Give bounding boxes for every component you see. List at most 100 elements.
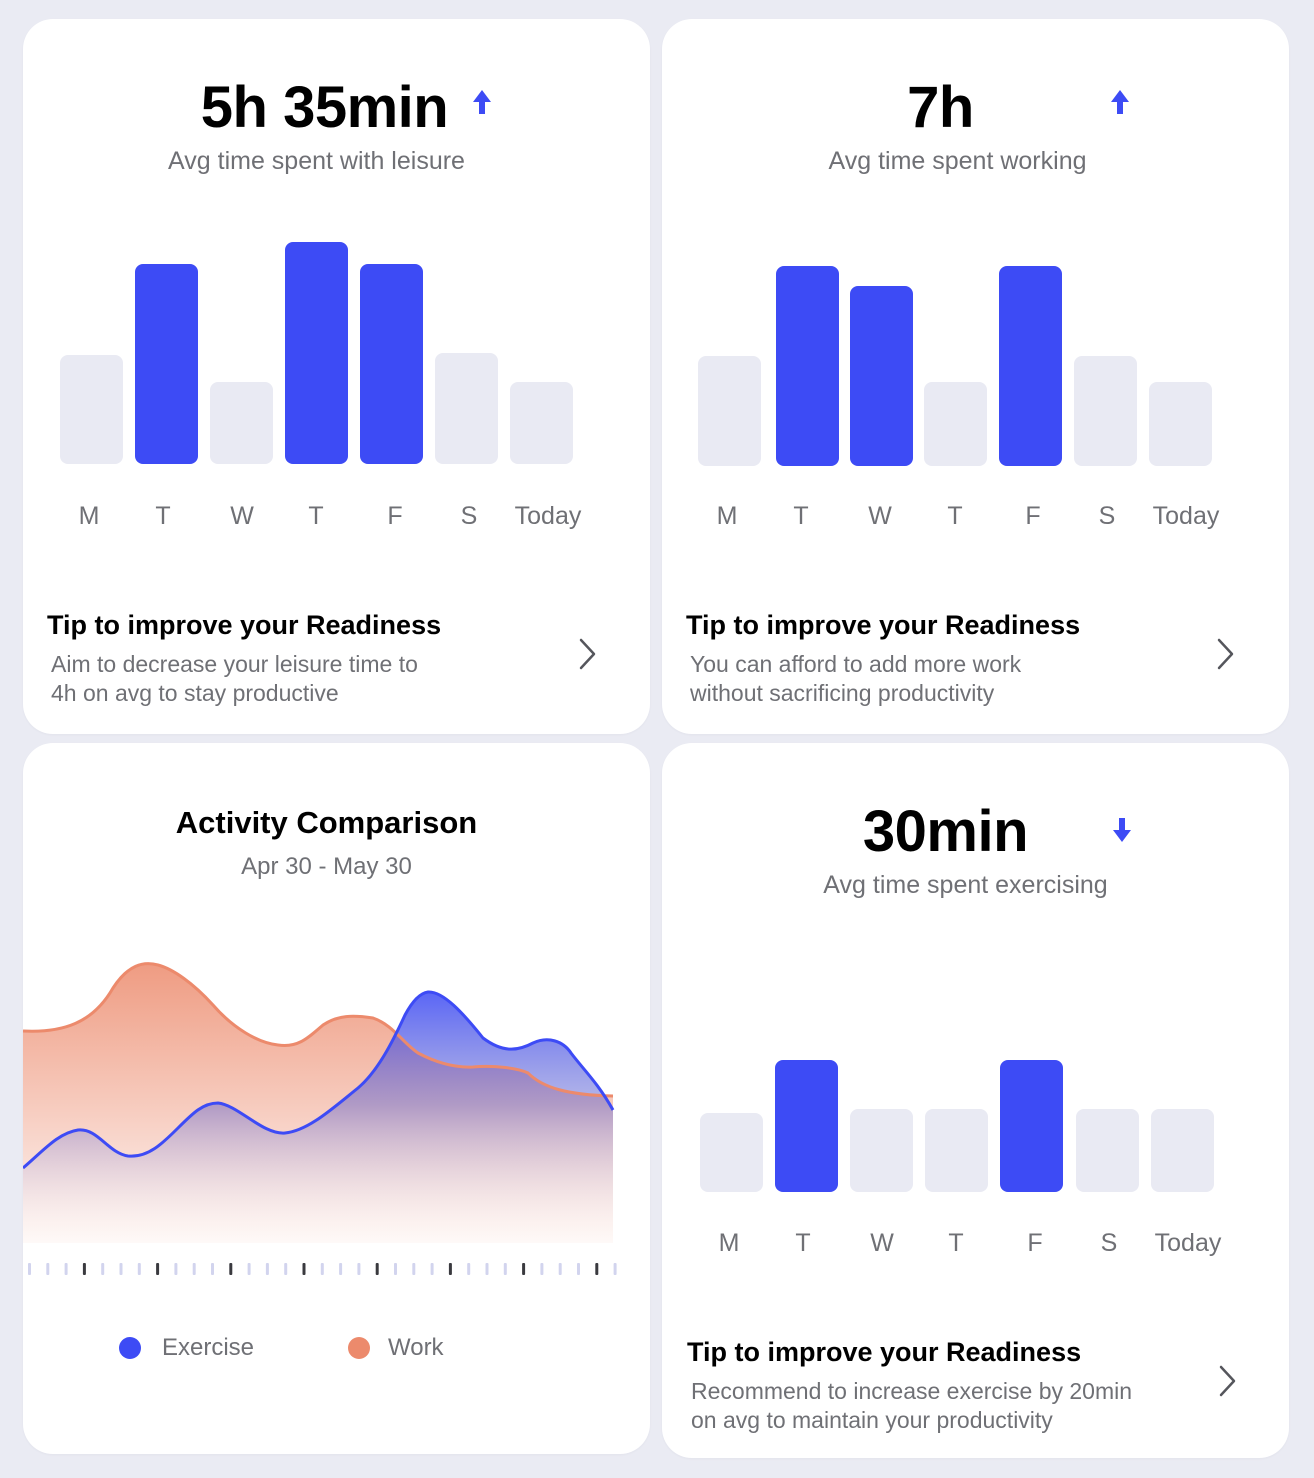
- exercise-bar-3: [925, 1109, 988, 1192]
- work-legend-label: Work: [388, 1334, 444, 1361]
- exercise-day-label-0: M: [718, 1229, 740, 1257]
- leisure-bar-4: [360, 264, 423, 464]
- working-tip-body: You can afford to add more work without …: [690, 651, 1022, 706]
- x-axis-tick: [247, 1263, 251, 1275]
- exercise-day-label-3: T: [948, 1229, 964, 1257]
- x-axis-tick: [375, 1263, 379, 1275]
- arrow-up-icon: [1111, 90, 1129, 114]
- leisure-day-label-5: S: [460, 502, 478, 530]
- x-axis-tick: [284, 1263, 288, 1275]
- activity-comparison-card: Activity Comparison Apr 30 - May 30 Exer…: [23, 743, 650, 1454]
- x-axis-tick: [430, 1263, 434, 1275]
- x-axis-tick: [485, 1263, 489, 1275]
- exercise-bar-0: [700, 1113, 763, 1192]
- exercise-bar-1: [775, 1060, 838, 1192]
- x-axis-tick: [357, 1263, 361, 1275]
- leisure-day-label-4: F: [387, 502, 403, 530]
- exercise-series-area: [23, 991, 613, 1243]
- working-bar-2: [850, 286, 913, 466]
- x-axis-tick: [522, 1263, 526, 1275]
- working-bar-4: [999, 266, 1062, 466]
- working-day-label-5: S: [1098, 502, 1116, 530]
- x-axis-tick: [211, 1263, 214, 1275]
- working-day-label-0: M: [716, 502, 738, 530]
- working-day-label-4: F: [1025, 502, 1041, 530]
- work-legend-dot: [348, 1337, 370, 1359]
- x-axis-ticks: [28, 1263, 617, 1275]
- exercise-tip-body: Recommend to increase exercise by 20min …: [691, 1378, 1133, 1433]
- leisure-tip-title: Tip to improve your Readiness: [47, 610, 442, 640]
- x-axis-tick: [137, 1263, 141, 1275]
- exercise-legend-label: Exercise: [162, 1334, 255, 1361]
- working-subtitle: Avg time spent working: [828, 147, 1087, 175]
- working-bar-5: [1074, 356, 1137, 466]
- leisure-day-label-1: T: [155, 502, 171, 530]
- exercise-series-line: [23, 990, 615, 1170]
- x-axis-tick: [46, 1263, 50, 1275]
- chevron-right-icon[interactable]: [1216, 637, 1236, 671]
- working-tip-title: Tip to improve your Readiness: [686, 610, 1081, 640]
- leisure-day-label-2: W: [230, 502, 254, 530]
- x-axis-tick: [265, 1263, 269, 1275]
- working-bar-1: [776, 266, 839, 466]
- leisure-day-label-0: M: [78, 502, 100, 530]
- exercise-day-label-4: F: [1027, 1229, 1043, 1257]
- exercise-day-label-6: Today: [1154, 1229, 1222, 1257]
- x-axis-tick: [28, 1263, 31, 1275]
- working-value: 7h: [907, 75, 974, 140]
- exercise-card: 30min Avg time spent exercising Tip to i…: [662, 743, 1289, 1458]
- arrow-down-icon: [1113, 818, 1131, 842]
- x-axis-tick: [64, 1263, 68, 1275]
- leisure-day-label-6: Today: [514, 502, 582, 530]
- activity-title: Activity Comparison: [175, 805, 478, 840]
- exercise-day-label-1: T: [795, 1229, 811, 1257]
- exercise-tip-title: Tip to improve your Readiness: [687, 1337, 1082, 1367]
- activity-date-range: Apr 30 - May 30: [241, 853, 412, 880]
- activity-area-chart: [23, 962, 617, 1275]
- leisure-bar-2: [210, 382, 273, 464]
- exercise-bar-2: [850, 1109, 913, 1192]
- exercise-bar-5: [1076, 1109, 1139, 1192]
- x-axis-tick: [320, 1263, 324, 1275]
- chevron-right-icon[interactable]: [578, 637, 598, 671]
- exercise-day-label-2: W: [870, 1229, 894, 1257]
- working-bar-6: [1149, 382, 1212, 466]
- x-axis-tick: [119, 1263, 123, 1275]
- x-axis-tick: [503, 1263, 507, 1275]
- exercise-day-label-5: S: [1100, 1229, 1118, 1257]
- x-axis-tick: [192, 1263, 196, 1275]
- arrow-up-icon: [473, 90, 491, 114]
- working-bar-0: [698, 356, 761, 466]
- x-axis-tick: [448, 1263, 452, 1275]
- x-axis-tick: [394, 1263, 397, 1275]
- leisure-bar-6: [510, 382, 573, 464]
- leisure-bar-0: [60, 355, 123, 464]
- x-axis-tick: [595, 1263, 599, 1275]
- x-axis-tick: [339, 1263, 343, 1275]
- x-axis-tick: [156, 1263, 160, 1275]
- leisure-value: 5h 35min: [200, 75, 449, 140]
- leisure-bar-1: [135, 264, 198, 464]
- x-axis-tick: [613, 1263, 617, 1275]
- x-axis-tick: [412, 1263, 416, 1275]
- working-day-label-3: T: [947, 502, 963, 530]
- x-axis-tick: [577, 1263, 580, 1275]
- leisure-bar-5: [435, 353, 498, 464]
- x-axis-tick: [467, 1263, 471, 1275]
- leisure-bar-3: [285, 242, 348, 464]
- working-bar-3: [924, 382, 987, 466]
- leisure-day-label-3: T: [308, 502, 324, 530]
- x-axis-tick: [229, 1263, 233, 1275]
- working-day-label-6: Today: [1152, 502, 1220, 530]
- exercise-bar-6: [1151, 1109, 1214, 1192]
- working-card: 7h Avg time spent working Tip to improve…: [662, 19, 1289, 734]
- x-axis-tick: [174, 1263, 178, 1275]
- working-day-label-2: W: [868, 502, 892, 530]
- leisure-subtitle: Avg time spent with leisure: [168, 147, 465, 175]
- x-axis-tick: [101, 1263, 105, 1275]
- x-axis-tick: [558, 1263, 562, 1275]
- chevron-right-icon[interactable]: [1218, 1364, 1238, 1398]
- exercise-value: 30min: [862, 799, 1029, 864]
- x-axis-tick: [82, 1263, 86, 1275]
- exercise-bar-4: [1000, 1060, 1063, 1192]
